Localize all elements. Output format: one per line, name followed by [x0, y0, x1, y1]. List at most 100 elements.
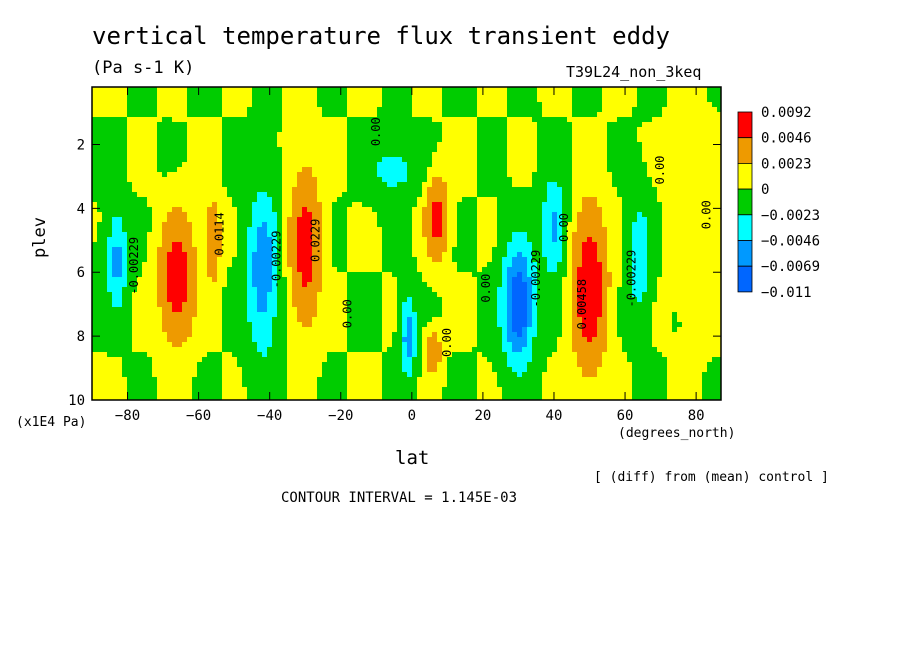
field-cell [357, 267, 362, 272]
field-cell [317, 102, 322, 107]
field-cell [337, 327, 342, 332]
field-cell [127, 267, 132, 272]
field-cell [207, 297, 212, 302]
field-cell [157, 287, 162, 292]
field-cell [282, 132, 287, 137]
field-cell [252, 97, 257, 102]
field-cell [327, 397, 332, 400]
field-cell [322, 92, 327, 97]
field-cell [232, 362, 237, 367]
field-cell [482, 257, 487, 262]
field-cell [277, 382, 282, 387]
field-cell [307, 107, 312, 112]
field-cell [137, 127, 142, 132]
field-cell [447, 187, 452, 192]
field-cell [187, 237, 192, 242]
field-cell [312, 342, 317, 347]
field-cell [147, 107, 152, 112]
field-cell [272, 132, 277, 137]
field-cell [307, 167, 312, 172]
field-cell [457, 322, 462, 327]
field-cell [322, 177, 327, 182]
field-cell [407, 247, 412, 252]
field-cell [447, 97, 452, 102]
field-cell [372, 307, 377, 312]
field-cell [232, 107, 237, 112]
field-cell [177, 322, 182, 327]
field-cell [427, 382, 432, 387]
field-cell [457, 227, 462, 232]
field-cell [477, 367, 482, 372]
field-cell [112, 207, 117, 212]
field-cell [247, 182, 252, 187]
field-cell [137, 172, 142, 177]
field-cell [127, 372, 132, 377]
field-cell [227, 302, 232, 307]
field-cell [387, 172, 392, 177]
field-cell [142, 207, 147, 212]
field-cell [242, 177, 247, 182]
field-cell [167, 322, 172, 327]
field-cell [442, 167, 447, 172]
field-cell [132, 312, 137, 317]
field-cell [107, 127, 112, 132]
field-cell [267, 207, 272, 212]
field-cell [162, 347, 167, 352]
field-cell [357, 337, 362, 342]
field-cell [402, 92, 407, 97]
field-cell [287, 287, 292, 292]
field-cell [402, 387, 407, 392]
field-cell [442, 357, 447, 362]
field-cell [437, 132, 442, 137]
field-cell [427, 222, 432, 227]
field-cell [452, 152, 457, 157]
field-cell [152, 217, 157, 222]
field-cell [412, 342, 417, 347]
field-cell [107, 132, 112, 137]
field-cell [272, 107, 277, 112]
field-cell [182, 337, 187, 342]
field-cell [342, 382, 347, 387]
field-cell [92, 277, 97, 282]
field-cell [422, 277, 427, 282]
field-cell [252, 267, 257, 272]
field-cell [257, 132, 262, 137]
field-cell [217, 112, 222, 117]
field-cell [342, 347, 347, 352]
field-cell [212, 392, 217, 397]
field-cell [112, 122, 117, 127]
field-cell [312, 277, 317, 282]
field-cell [422, 352, 427, 357]
field-cell [177, 372, 182, 377]
field-cell [122, 87, 127, 92]
field-cell [367, 92, 372, 97]
field-cell [207, 252, 212, 257]
field-cell [227, 277, 232, 282]
field-cell [262, 392, 267, 397]
field-cell [257, 347, 262, 352]
field-cell [252, 262, 257, 267]
field-cell [477, 337, 482, 342]
field-cell [382, 282, 387, 287]
field-cell [117, 257, 122, 262]
field-cell [152, 127, 157, 132]
field-cell [407, 162, 412, 167]
field-cell [142, 97, 147, 102]
field-cell [392, 327, 397, 332]
field-cell [197, 247, 202, 252]
field-cell [257, 87, 262, 92]
field-cell [92, 167, 97, 172]
field-cell [482, 377, 487, 382]
field-cell [397, 137, 402, 142]
field-cell [217, 177, 222, 182]
field-cell [312, 167, 317, 172]
field-cell [402, 152, 407, 157]
field-cell [447, 337, 452, 342]
field-cell [392, 152, 397, 157]
field-cell [302, 212, 307, 217]
field-cell [262, 217, 267, 222]
field-cell [207, 222, 212, 227]
field-cell [152, 207, 157, 212]
field-cell [297, 342, 302, 347]
field-cell [472, 242, 477, 247]
